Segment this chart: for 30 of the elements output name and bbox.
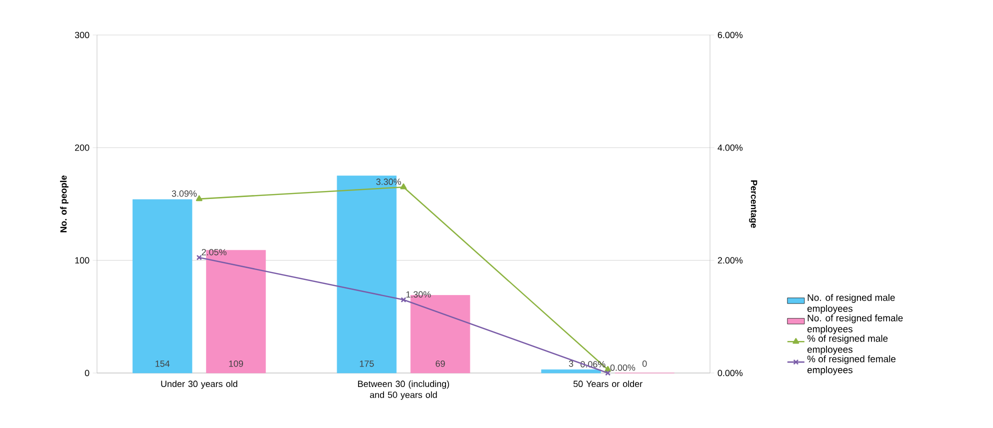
legend-label: % of resigned female employees <box>807 355 896 376</box>
x-tick-label: Between 30 (including) and 50 years old <box>358 380 450 400</box>
data-label: 69 <box>436 360 445 367</box>
x-tick-label: 50 Years or older <box>573 380 642 388</box>
y2-tick-label: 4.00% <box>718 144 743 151</box>
legend-label: % of resigned male employees <box>807 334 888 355</box>
y2-axis-title: Percentage <box>749 180 758 228</box>
y2-tick-label: 6.00% <box>718 32 743 38</box>
legend-label: No. of resigned female employees <box>807 314 903 334</box>
data-label: 3.09% <box>172 190 197 197</box>
y2-tick-label: 0.00% <box>718 370 743 376</box>
point <box>196 195 202 202</box>
y-axis-title: No. of people <box>60 175 68 232</box>
bar <box>132 199 192 374</box>
data-label: 175 <box>360 360 374 367</box>
point <box>400 297 406 303</box>
x-tick-label: Under 30 years old <box>161 380 238 389</box>
legend-label: No. of resigned male employees <box>807 294 895 314</box>
data-label: 154 <box>156 360 170 367</box>
point <box>400 183 407 190</box>
y-tick-label: 0 <box>84 370 90 376</box>
y-tick-label: 200 <box>75 144 90 151</box>
data-label: 0.00% <box>610 364 636 371</box>
data-label: 0 <box>642 360 647 367</box>
data-label: 3 <box>568 360 574 367</box>
y-tick-label: 100 <box>75 257 90 264</box>
y2-tick-label: 2.00% <box>718 257 743 264</box>
data-label: 109 <box>229 360 243 367</box>
bar <box>541 369 601 374</box>
y-tick-label: 300 <box>74 32 90 38</box>
